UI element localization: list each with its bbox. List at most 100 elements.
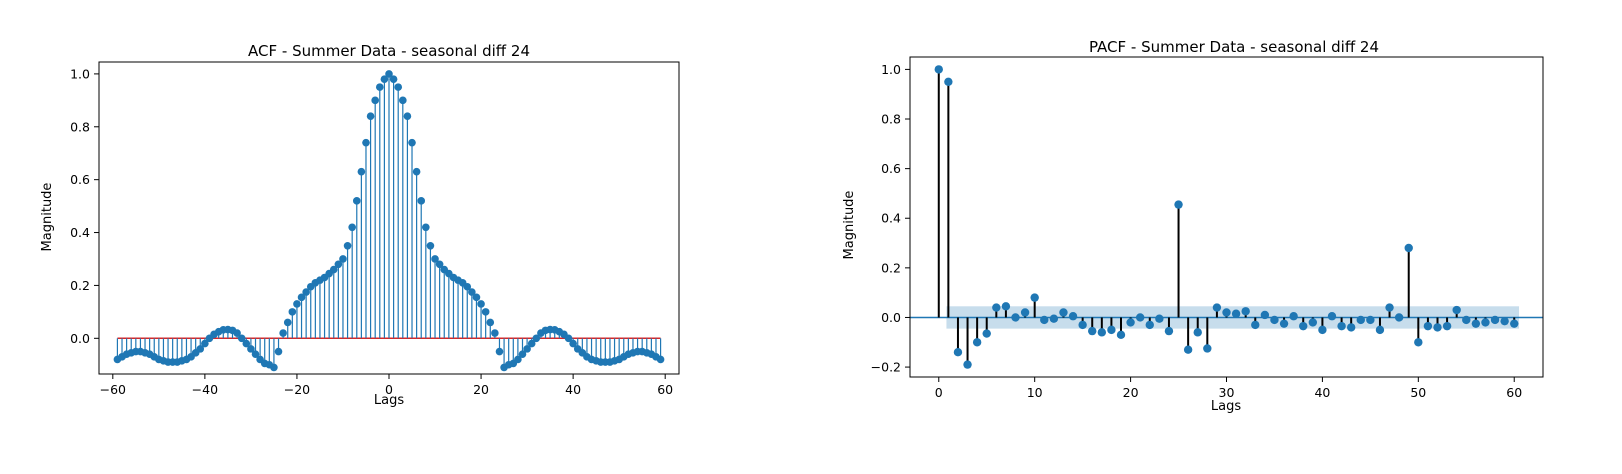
y-tick-label: 0.8 <box>70 119 90 134</box>
stem-marker <box>242 339 251 348</box>
stem-marker <box>1174 200 1183 209</box>
stem-marker <box>1030 293 1039 302</box>
stem-marker <box>1510 319 1519 328</box>
y-tick-label: 0.8 <box>881 112 901 127</box>
stem-marker <box>1385 303 1394 312</box>
stem-marker <box>468 288 476 296</box>
acf-ylabel: Magnitude <box>40 183 55 252</box>
stem-marker <box>564 334 573 343</box>
stem-marker <box>334 260 343 269</box>
stem-marker <box>656 355 665 364</box>
stem-marker <box>1442 321 1452 331</box>
stem-marker <box>380 75 389 83</box>
y-tick-label: 0.4 <box>881 211 901 226</box>
stem-marker <box>1404 243 1413 253</box>
stem-marker <box>1193 328 1202 337</box>
stem-marker <box>472 293 481 302</box>
stem-marker <box>1481 318 1490 327</box>
stem-marker <box>972 338 982 347</box>
stem-marker <box>953 347 963 357</box>
y-tick-label: 0.2 <box>881 260 901 275</box>
stem-marker <box>1356 315 1365 325</box>
stem-marker <box>1155 314 1164 323</box>
stem-marker <box>1414 338 1423 347</box>
pacf-ylabel: Magnitude <box>842 191 857 260</box>
stem-marker <box>1241 307 1250 316</box>
pacf-plot-area <box>910 65 1543 369</box>
stem-marker <box>389 75 398 83</box>
stem-marker <box>1088 326 1097 336</box>
stem-marker <box>385 70 393 78</box>
stem-marker <box>1308 318 1318 327</box>
stem-marker <box>1490 315 1500 325</box>
stem-marker <box>274 347 283 356</box>
stem-marker <box>201 339 209 348</box>
stem-marker <box>992 303 1001 312</box>
stem-marker <box>1049 314 1059 323</box>
stem-marker <box>1097 328 1107 337</box>
pacf-xlabel: Lags <box>1211 399 1241 414</box>
y-tick-label: 0.6 <box>881 161 901 176</box>
stem-marker <box>1222 308 1231 317</box>
stem-marker <box>1107 325 1116 335</box>
stem-marker <box>403 112 412 121</box>
stem-marker <box>477 300 485 308</box>
x-tick-label: 60 <box>1506 385 1522 400</box>
stem-marker <box>569 339 577 348</box>
x-tick-label: −20 <box>284 382 310 397</box>
y-tick-label: 0.0 <box>70 331 90 346</box>
stem-marker <box>1337 321 1346 331</box>
stem-marker <box>1270 315 1279 325</box>
stem-marker <box>426 241 435 250</box>
stem-marker <box>1126 318 1135 327</box>
stem-marker <box>293 300 301 308</box>
y-tick-label: 1.0 <box>70 66 90 81</box>
pacf-x-axis: 0 10 20 30 40 50 60 <box>935 377 1522 400</box>
stem-marker <box>1471 319 1481 328</box>
stem-marker <box>348 223 356 232</box>
stem-marker <box>1289 312 1298 321</box>
stem-marker <box>523 345 531 353</box>
stem-marker <box>196 345 205 353</box>
stem-marker <box>481 308 490 316</box>
stem-marker <box>247 345 255 353</box>
x-tick-label: 40 <box>565 382 581 397</box>
stem-marker <box>237 334 246 343</box>
y-tick-label: 0.4 <box>70 225 90 240</box>
x-tick-label: 10 <box>1027 385 1043 400</box>
stem-marker <box>1260 310 1270 320</box>
stem-marker <box>1327 312 1337 321</box>
stem-marker <box>270 363 278 372</box>
x-tick-label: 0 <box>935 385 943 400</box>
stem-marker <box>1068 312 1078 321</box>
stem-marker <box>1020 308 1030 317</box>
stem-marker <box>366 112 375 121</box>
stem-marker <box>1462 315 1471 325</box>
stem-marker <box>1001 302 1011 311</box>
stem-marker <box>435 260 444 269</box>
x-tick-label: 0 <box>385 382 393 397</box>
acf-y-axis: 0.0 0.2 0.4 0.6 0.8 1.0 <box>70 66 99 346</box>
stem-marker <box>422 223 430 232</box>
stem-marker <box>297 293 306 302</box>
stem-marker <box>1500 316 1509 326</box>
stem-marker <box>495 347 504 356</box>
x-tick-label: 30 <box>1219 385 1235 400</box>
x-tick-label: 40 <box>1314 385 1330 400</box>
stem-marker <box>518 350 527 358</box>
stem-marker <box>279 329 287 337</box>
stem-marker <box>408 138 416 147</box>
stem-marker <box>527 339 536 348</box>
x-tick-label: 20 <box>473 382 489 397</box>
stem-marker <box>1423 321 1433 331</box>
stem-marker <box>1433 323 1442 332</box>
stem-marker <box>352 197 361 205</box>
acf-title: ACF - Summer Data - seasonal diff 24 <box>248 42 530 60</box>
stem-marker <box>375 83 384 91</box>
stem-marker <box>982 329 991 338</box>
stem-marker <box>233 329 241 337</box>
stem-marker <box>357 167 366 176</box>
stem-marker <box>463 282 472 291</box>
y-tick-label: 0.2 <box>70 278 90 293</box>
